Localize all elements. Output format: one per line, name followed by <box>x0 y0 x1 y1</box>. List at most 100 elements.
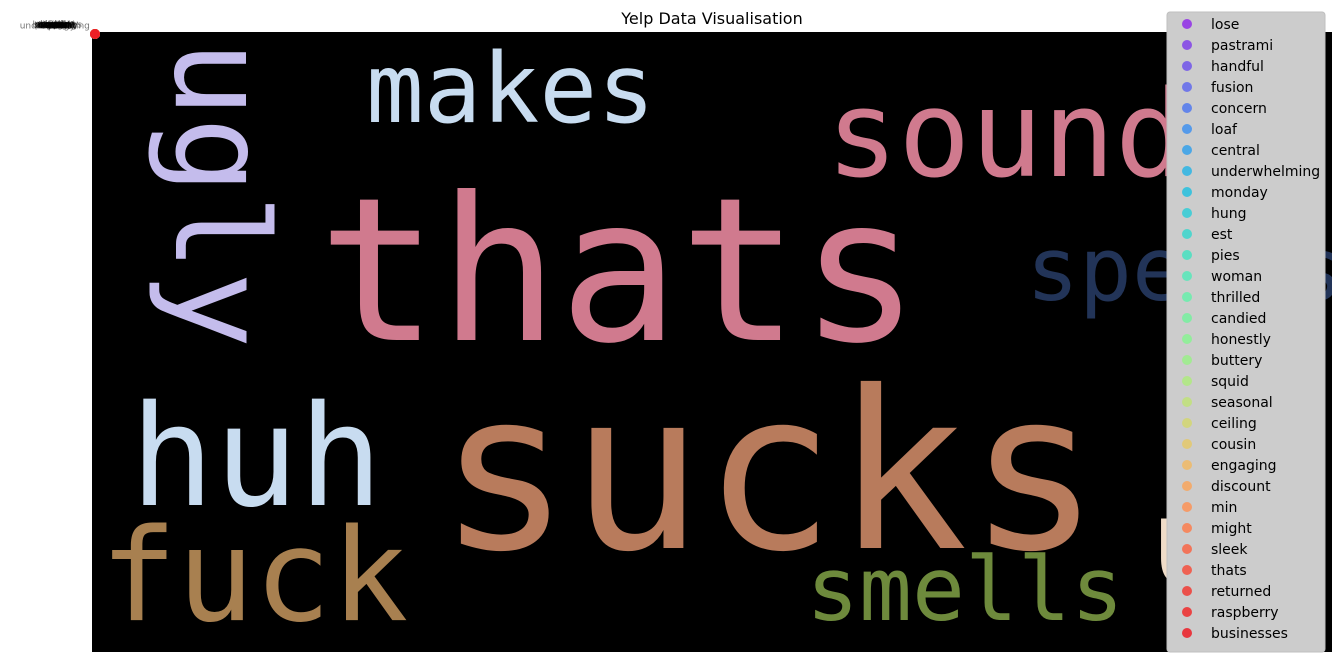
legend-marker <box>1182 187 1192 197</box>
legend-entry: lose <box>1211 17 1239 33</box>
legend-entry: min <box>1211 500 1237 516</box>
overlapping-label-cluster: losepastramihandfulfusionconcernloafcent… <box>20 20 100 39</box>
scatter-point-label: loaf <box>49 21 67 31</box>
scatter-point-label: pastrami <box>35 21 75 31</box>
scatter-point-label: buttery <box>40 20 74 30</box>
legend-marker <box>1182 586 1192 596</box>
scatter-point-label: sleek <box>43 21 67 31</box>
scatter-point <box>90 29 100 39</box>
legend-entry: seasonal <box>1211 395 1273 411</box>
legend-marker <box>1182 82 1192 92</box>
legend-entry: squid <box>1211 374 1249 390</box>
word-sucks: sucks <box>438 344 1100 600</box>
legend-entry: pies <box>1211 248 1240 264</box>
scatter-point-label: underwhelming <box>20 22 90 32</box>
word-ugly: ugly <box>145 40 294 348</box>
scatter-point-label: monday <box>37 20 74 30</box>
scatter-point-label: thrilled <box>39 21 71 31</box>
scatter-point-label: cousin <box>41 20 70 30</box>
legend-entry: concern <box>1211 101 1267 117</box>
legend-marker <box>1182 439 1192 449</box>
legend-entry: returned <box>1211 584 1271 600</box>
scatter-point-label: woman <box>38 20 71 30</box>
scatter-point-label: ceiling <box>40 22 69 32</box>
legend-marker <box>1182 124 1192 134</box>
scatter-point-label: returned <box>37 22 76 32</box>
legend-marker <box>1182 376 1192 386</box>
word-fuck: fuck <box>100 502 408 651</box>
legend-entry: woman <box>1211 269 1262 285</box>
legend-entry: sleek <box>1211 542 1248 558</box>
legend-marker <box>1182 208 1192 218</box>
scatter-point-label: raspberry <box>35 20 79 30</box>
scatter-point-label: might <box>41 20 68 30</box>
scatter-point-label: discount <box>37 21 76 31</box>
legend-marker <box>1182 334 1192 344</box>
legend: lose pastrami handful fusion concern loaf cent… <box>1166 11 1326 653</box>
legend-entry: underwhelming <box>1211 164 1320 180</box>
scatter-point-label: est <box>50 21 64 31</box>
scatter-point-label: pies <box>48 22 67 32</box>
legend-entry: loaf <box>1211 122 1238 138</box>
legend-entry: thats <box>1211 563 1247 579</box>
legend-entry: might <box>1211 521 1252 537</box>
legend-marker <box>1182 166 1192 176</box>
scatter-point-label: central <box>38 21 69 31</box>
legend-entry: discount <box>1211 479 1271 495</box>
legend-entry: businesses <box>1211 626 1288 642</box>
legend-entry: central <box>1211 143 1260 159</box>
legend-entry: thrilled <box>1211 290 1260 306</box>
scatter-point-label: hung <box>45 21 68 31</box>
wordcloud-background <box>92 32 1332 652</box>
scatter-point-label: honestly <box>37 22 76 32</box>
legend-marker <box>1182 544 1192 554</box>
legend-marker <box>1182 40 1192 50</box>
legend-marker <box>1182 481 1192 491</box>
legend-entry: buttery <box>1211 353 1262 369</box>
scatter-point-label: handful <box>38 21 72 31</box>
word-thats: thats <box>318 155 920 388</box>
legend-entry: cousin <box>1211 437 1256 453</box>
scatter-point-label: seasonal <box>34 21 74 31</box>
legend-entry: fusion <box>1211 80 1253 96</box>
legend-marker <box>1182 292 1192 302</box>
legend-marker <box>1182 250 1192 260</box>
scatter-point-label: fusion <box>42 22 69 32</box>
legend-entry: engaging <box>1211 458 1277 474</box>
legend-entry: monday <box>1211 185 1268 201</box>
legend-entry: handful <box>1211 59 1264 75</box>
legend-marker <box>1182 103 1192 113</box>
legend-marker <box>1182 397 1192 407</box>
legend-entry: hung <box>1211 206 1247 222</box>
legend-marker <box>1182 418 1192 428</box>
legend-marker <box>1182 565 1192 575</box>
legend-marker <box>1182 502 1192 512</box>
legend-entry: raspberry <box>1211 605 1279 621</box>
legend-marker <box>1182 460 1192 470</box>
scatter-point-label: min <box>49 22 66 32</box>
legend-entry: honestly <box>1211 332 1271 348</box>
legend-marker <box>1182 355 1192 365</box>
legend-marker <box>1182 313 1192 323</box>
scatter-point-label: engaging <box>35 21 77 31</box>
scatter-point-label: lose <box>45 20 64 30</box>
legend-marker <box>1182 19 1192 29</box>
chart-title: Yelp Data Visualisation <box>620 9 802 28</box>
legend-entry: est <box>1211 227 1233 243</box>
legend-marker <box>1182 229 1192 239</box>
legend-marker <box>1182 61 1192 71</box>
legend-marker <box>1182 628 1192 638</box>
scatter-point-label: candied <box>38 21 74 31</box>
legend-entry: candied <box>1211 311 1266 327</box>
legend-marker <box>1182 607 1192 617</box>
legend-box <box>1166 11 1326 653</box>
word-smells: smells <box>806 538 1124 641</box>
legend-entry: ceiling <box>1211 416 1257 432</box>
legend-marker <box>1182 271 1192 281</box>
scatter-point-label: concern <box>39 20 75 30</box>
scatter-point-label: thats <box>44 21 67 31</box>
word-huh: huh <box>130 376 383 539</box>
legend-marker <box>1182 523 1192 533</box>
